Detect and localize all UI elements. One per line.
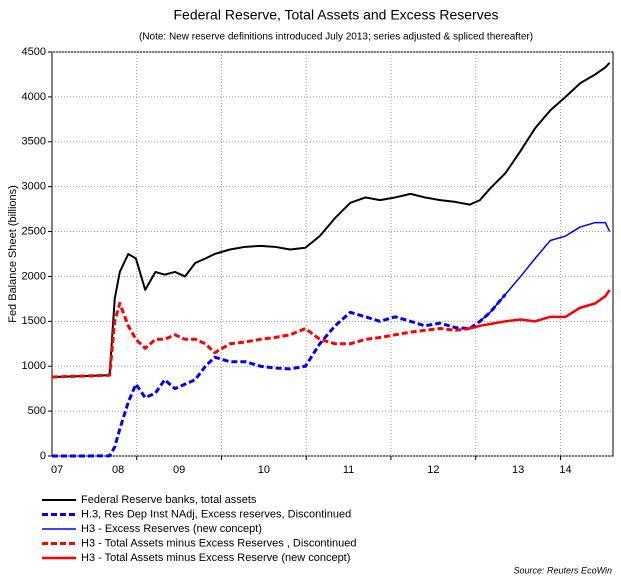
legend-label: H3 - Total Assets minus Excess Reserves … xyxy=(81,537,357,549)
x-tick-label: 10 xyxy=(258,464,270,476)
x-tick-label: 11 xyxy=(343,464,354,476)
chart-title: Federal Reserve, Total Assets and Excess… xyxy=(173,7,498,23)
y-tick-label: 2500 xyxy=(22,225,46,237)
y-tick-label: 1000 xyxy=(22,360,46,372)
series-line xyxy=(469,289,611,330)
y-tick-label: 3500 xyxy=(22,136,46,148)
series-line xyxy=(51,301,470,379)
chart-subtitle: (Note: New reserve definitions introduce… xyxy=(139,32,533,43)
series-line xyxy=(51,62,611,378)
x-tick-label: 12 xyxy=(427,464,439,476)
x-tick-label: 08 xyxy=(112,464,124,476)
legend-label: H.3, Res Dep Inst NAdj, Excess reserves,… xyxy=(81,508,351,520)
x-tick-label: 13 xyxy=(512,464,524,476)
source-note: Source: Reuters EcoWin xyxy=(514,565,612,575)
series-line xyxy=(479,221,611,322)
y-tick-label: 4000 xyxy=(22,91,46,103)
legend-label: Federal Reserve banks, total assets xyxy=(81,494,257,506)
x-tick-label: 09 xyxy=(173,464,185,476)
y-tick-label: 500 xyxy=(28,405,46,417)
plot-frame xyxy=(51,51,614,457)
legend-label: H3 - Total Assets minus Excess Reserve (… xyxy=(81,552,350,564)
series-line xyxy=(52,293,507,458)
y-tick-label: 0 xyxy=(40,450,46,462)
x-tick-label: 07 xyxy=(51,464,63,476)
y-axis-label: Fed Balance Sheet (billions) xyxy=(7,185,19,323)
x-tick-label: 14 xyxy=(559,464,571,476)
y-tick-label: 1500 xyxy=(22,315,46,327)
y-tick-label: 4500 xyxy=(22,46,46,58)
y-tick-label: 2000 xyxy=(22,270,46,282)
legend-label: H3 - Excess Reserves (new concept) xyxy=(81,523,262,535)
y-tick-label: 3000 xyxy=(22,181,46,193)
